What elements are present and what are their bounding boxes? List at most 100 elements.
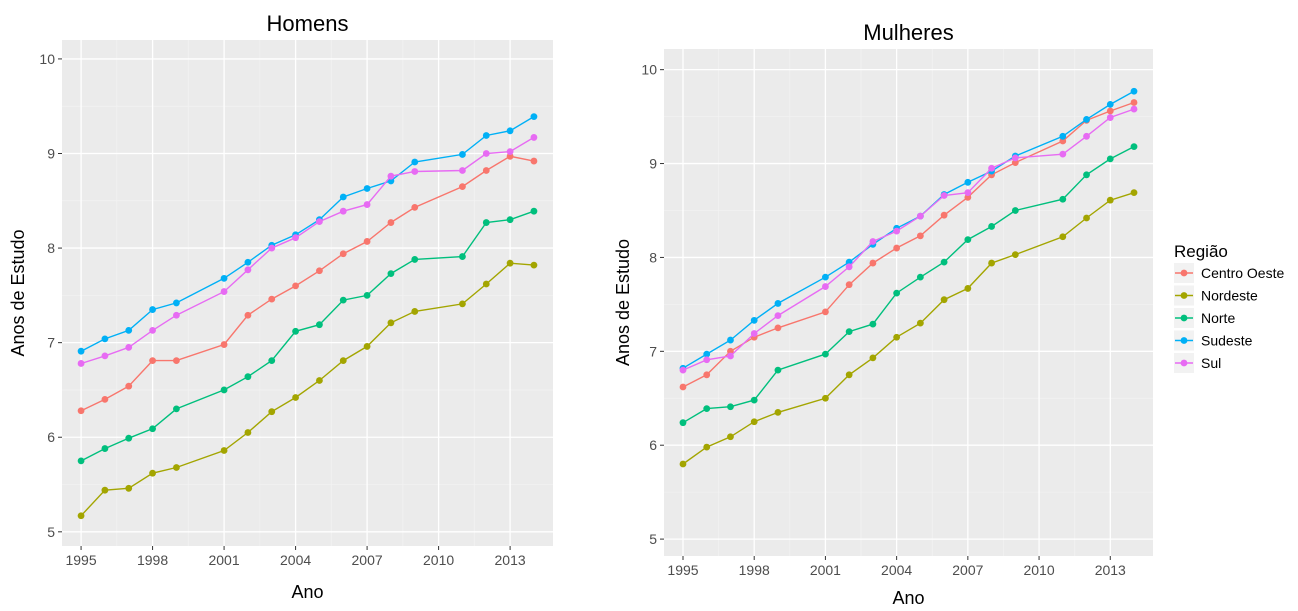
data-point-sudeste [363, 185, 371, 192]
data-point-nordeste [244, 429, 252, 436]
data-point-nordeste [916, 319, 924, 327]
data-point-centro-oeste [940, 211, 948, 219]
data-point-sul [101, 352, 109, 360]
data-point-centro-oeste [220, 341, 228, 348]
data-point-sul [220, 288, 228, 295]
data-point-centro-oeste [893, 244, 901, 252]
data-point-sudeste [459, 151, 466, 158]
data-point-nordeste [1011, 251, 1019, 259]
data-point-norte [774, 366, 782, 374]
x-tick-label: 2010 [1023, 562, 1054, 578]
y-tick-label: 5 [47, 524, 55, 540]
data-point-sul [459, 167, 466, 174]
data-point-sudeste [703, 350, 711, 358]
data-point-sul [893, 227, 901, 235]
data-point-centro-oeste [822, 308, 829, 316]
data-point-norte [1130, 143, 1138, 151]
data-point-sudeste [77, 347, 85, 355]
data-point-sul [387, 172, 395, 180]
data-point-centro-oeste [916, 232, 924, 240]
data-point-nordeste [316, 377, 323, 384]
data-point-nordeste [774, 408, 782, 416]
data-point-centro-oeste [506, 152, 514, 160]
series-line-norte [80, 210, 535, 462]
data-point-centro-oeste [482, 167, 490, 174]
data-point-nordeste [411, 308, 419, 315]
series-line-norte [682, 145, 1135, 424]
data-point-sul [774, 312, 782, 320]
x-tick-label: 2004 [881, 562, 912, 578]
data-point-sudeste [411, 158, 419, 166]
data-point-nordeste [339, 357, 347, 365]
legend-title: Região [1174, 242, 1228, 261]
data-point-sul [1130, 105, 1138, 113]
data-point-nordeste [869, 354, 877, 362]
y-tick-label: 6 [47, 429, 55, 445]
data-point-nordeste [1130, 189, 1138, 197]
series-line-sul [80, 136, 535, 365]
data-point-sudeste [845, 258, 853, 266]
data-point-nordeste [727, 433, 734, 441]
data-point-sudeste [339, 193, 347, 201]
x-tick-label: 2010 [423, 552, 454, 568]
data-point-centro-oeste [101, 396, 109, 403]
data-point-sul [988, 164, 995, 172]
data-point-centro-oeste [727, 347, 734, 355]
x-tick-label: 1995 [65, 552, 96, 568]
data-point-centro-oeste [411, 204, 419, 211]
y-tick-label: 8 [649, 249, 657, 265]
data-point-sul [1011, 154, 1019, 162]
legend-label-centro-oeste: Centro Oeste [1201, 265, 1284, 281]
data-point-sudeste [482, 132, 490, 139]
data-point-centro-oeste [1130, 99, 1138, 106]
series-line-centro-oeste [80, 155, 535, 412]
data-point-nordeste [1106, 196, 1114, 204]
data-point-centro-oeste [774, 324, 782, 332]
data-point-norte [244, 373, 252, 381]
x-tick-label: 2001 [810, 562, 841, 578]
data-point-nordeste [940, 296, 948, 304]
data-point-sudeste [750, 316, 758, 324]
data-point-centro-oeste [964, 193, 972, 201]
data-point-sudeste [244, 258, 252, 266]
y-tick-label: 5 [649, 531, 657, 547]
data-point-sul [940, 192, 948, 199]
data-point-sul [1059, 150, 1067, 158]
data-point-norte [363, 291, 371, 299]
data-point-sul [363, 201, 371, 208]
chart-title: Mulheres [863, 20, 953, 45]
series-line-sudeste [682, 90, 1135, 369]
data-point-norte [703, 405, 711, 412]
chart-title: Homens [267, 11, 349, 36]
data-point-sul [750, 330, 758, 337]
data-point-nordeste [77, 512, 85, 520]
data-point-centro-oeste [125, 382, 133, 390]
data-point-centro-oeste [387, 219, 395, 226]
legend-items: Centro Oeste Nordeste Norte Sudeste Sul [1174, 263, 1284, 373]
legend-label-sul: Sul [1201, 355, 1221, 371]
data-point-centro-oeste [1011, 159, 1019, 167]
data-point-norte [459, 253, 466, 260]
data-point-sul [77, 360, 85, 367]
data-point-norte [893, 289, 901, 297]
data-point-centro-oeste [363, 238, 371, 245]
data-point-sudeste [125, 326, 133, 334]
data-point-nordeste [268, 408, 276, 416]
series-line-centro-oeste [682, 101, 1135, 388]
data-point-sudeste [1130, 87, 1138, 95]
data-point-norte [964, 236, 972, 243]
x-axis-title: Ano [291, 582, 323, 602]
data-point-norte [869, 320, 877, 328]
data-point-norte [339, 296, 347, 304]
data-point-sudeste [530, 113, 538, 121]
legend-label-nordeste: Nordeste [1201, 288, 1258, 304]
series-line-nordeste [80, 262, 534, 517]
data-point-sudeste [1059, 132, 1067, 140]
legend: Região Centro Oeste Nordeste Norte Sudeste S… [1174, 242, 1284, 373]
data-point-norte [77, 457, 85, 465]
data-point-sul [173, 311, 180, 319]
data-point-nordeste [845, 371, 853, 379]
data-point-norte [482, 219, 490, 226]
data-point-nordeste [893, 333, 901, 341]
data-point-sul [316, 218, 323, 225]
